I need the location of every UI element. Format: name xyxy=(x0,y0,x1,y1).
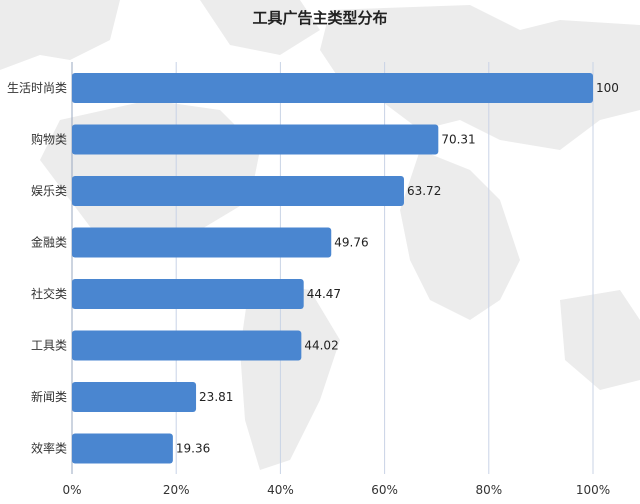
bar xyxy=(72,433,173,464)
bar xyxy=(72,227,332,258)
x-tick-label: 20% xyxy=(163,483,190,497)
chart-title: 工具广告主类型分布 xyxy=(252,9,388,27)
x-tick-label: 100% xyxy=(576,483,610,497)
x-tick-label: 60% xyxy=(371,483,398,497)
x-tick-labels: 0% 20% 40% 60% 80% 100% xyxy=(62,483,610,497)
bars-group xyxy=(72,73,593,464)
bar xyxy=(72,176,404,206)
bar xyxy=(72,73,593,103)
bar xyxy=(72,279,304,309)
x-tick-label: 80% xyxy=(475,483,502,497)
value-label: 44.47 xyxy=(307,287,341,301)
bar xyxy=(72,330,302,361)
value-label: 44.02 xyxy=(304,339,338,353)
category-label: 新闻类 xyxy=(31,389,67,404)
category-label: 生活时尚类 xyxy=(7,81,67,95)
category-label: 工具类 xyxy=(31,339,67,353)
bar xyxy=(72,124,439,155)
value-label: 19.36 xyxy=(176,442,210,456)
value-labels: 100 70.31 63.72 49.76 44.47 44.02 23.81 19.36 xyxy=(176,81,619,456)
category-label: 效率类 xyxy=(31,441,67,456)
category-label: 社交类 xyxy=(31,286,67,301)
x-tick-label: 40% xyxy=(267,483,294,497)
value-label: 23.81 xyxy=(199,390,233,404)
x-tick-label: 0% xyxy=(62,483,81,497)
category-label: 购物类 xyxy=(31,132,67,147)
value-label: 100 xyxy=(596,81,619,95)
value-label: 49.76 xyxy=(334,236,368,250)
value-label: 70.31 xyxy=(441,133,475,147)
value-label: 63.72 xyxy=(407,184,441,198)
category-label: 娱乐类 xyxy=(31,184,67,198)
bar xyxy=(72,382,197,412)
category-label: 金融类 xyxy=(31,235,67,250)
